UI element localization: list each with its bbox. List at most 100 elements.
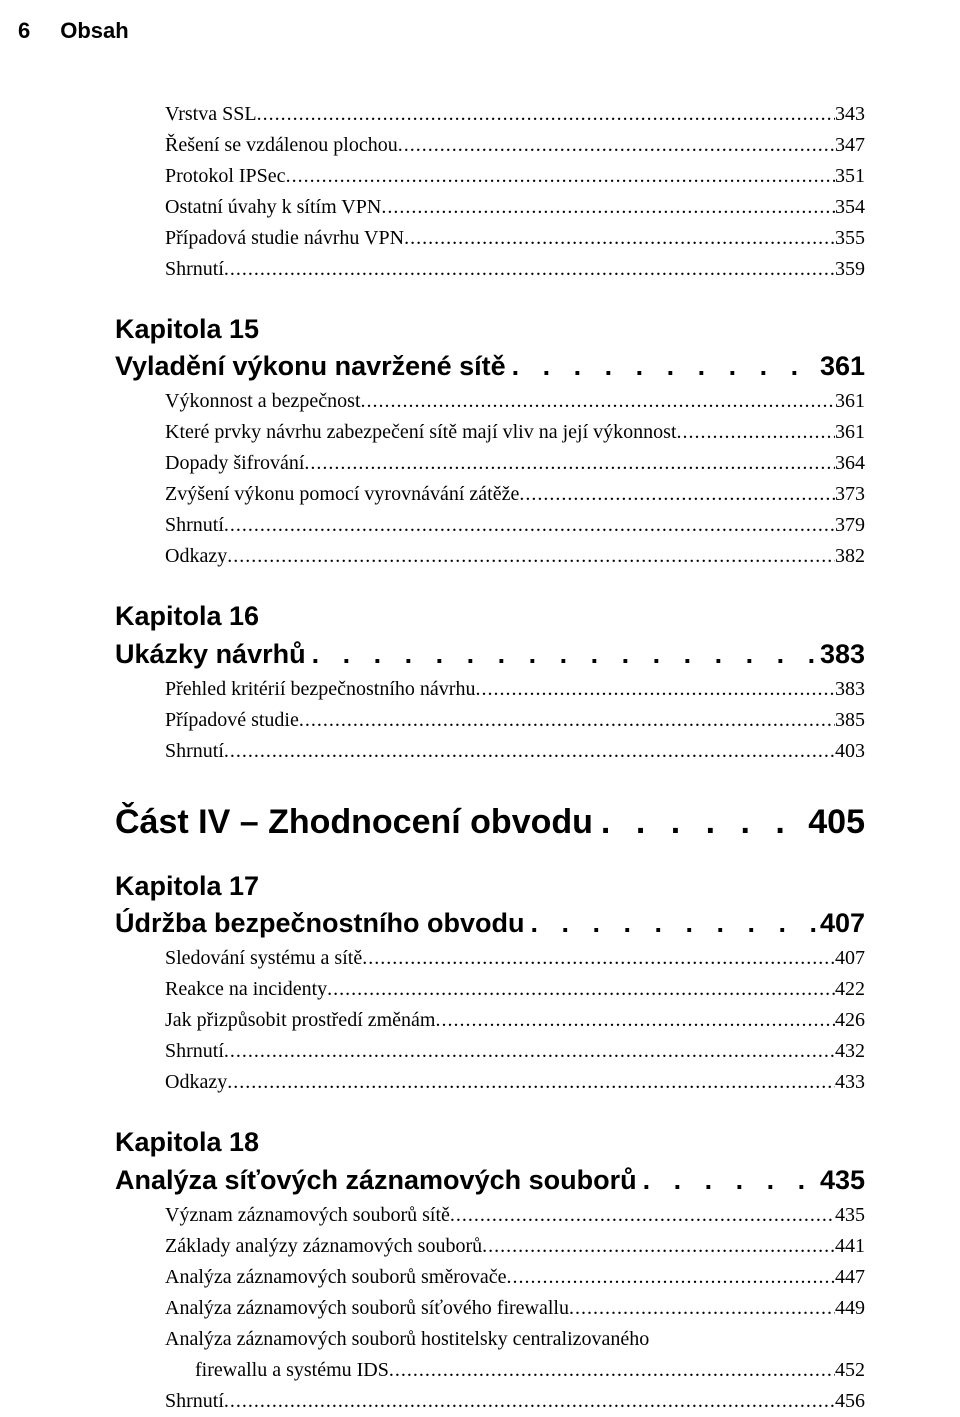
toc-entry: Odkazy433 — [115, 1067, 865, 1098]
toc-entry-label: Jak přizpůsobit prostředí změnám — [165, 1005, 436, 1036]
chapter-18-items: Význam záznamových souborů sítě435Základ… — [115, 1200, 865, 1417]
leader-dots — [677, 417, 835, 448]
chapter-15-items: Výkonnost a bezpečnost361Které prvky náv… — [115, 386, 865, 572]
toc-entry-page: 447 — [835, 1262, 865, 1293]
toc-entry-page: 441 — [835, 1231, 865, 1262]
toc-entry: Ostatní úvahy k sítím VPN354 — [115, 192, 865, 223]
toc-entry: Jak přizpůsobit prostředí změnám426 — [115, 1005, 865, 1036]
toc-entry-label: Případové studie — [165, 705, 299, 736]
leader-dots — [224, 1386, 835, 1417]
toc-entry-page: 432 — [835, 1036, 865, 1067]
leader-dots — [506, 351, 820, 382]
leader-dots — [482, 1231, 835, 1262]
chapter-15-label: Kapitola 15 — [115, 313, 865, 345]
toc-entry-label: Které prvky návrhu zabezpečení sítě mají… — [165, 417, 677, 448]
chapter-17-items: Sledování systému a sítě407Reakce na inc… — [115, 943, 865, 1098]
toc-content: Vrstva SSL343Řešení se vzdálenou plochou… — [0, 44, 960, 1417]
toc-entry-label: firewallu a systému IDS — [195, 1355, 389, 1386]
toc-entry-page: 364 — [835, 448, 865, 479]
chapter-17-title: Údržba bezpečnostního obvodu — [115, 908, 525, 939]
toc-entry: Sledování systému a sítě407 — [115, 943, 865, 974]
toc-entry-label: Shrnutí — [165, 736, 224, 767]
toc-entry-label: Ostatní úvahy k sítím VPN — [165, 192, 381, 223]
toc-entry-page: 355 — [835, 223, 865, 254]
leader-dots — [398, 130, 835, 161]
leader-dots — [519, 479, 835, 510]
chapter-17-label: Kapitola 17 — [115, 870, 865, 902]
chapter-15-page: 361 — [820, 351, 865, 382]
toc-entry-label: Analýza záznamových souborů hostitelsky … — [165, 1324, 649, 1355]
toc-entry-page: 379 — [835, 510, 865, 541]
toc-entry-label: Reakce na incidenty — [165, 974, 327, 1005]
leader-dots — [327, 974, 835, 1005]
leader-dots — [450, 1200, 835, 1231]
toc-entry: Reakce na incidenty 422 — [115, 974, 865, 1005]
chapter-16-page: 383 — [820, 639, 865, 670]
leader-dots — [224, 736, 835, 767]
leader-dots — [507, 1262, 835, 1293]
toc-entry-label: Analýza záznamových souborů směrovače — [165, 1262, 507, 1293]
toc-entry-label: Shrnutí — [165, 510, 224, 541]
toc-entry: Přehled kritérií bezpečnostního návrhu38… — [115, 674, 865, 705]
toc-entry-label: Výkonnost a bezpečnost — [165, 386, 361, 417]
toc-entry-label: Analýza záznamových souborů síťového fir… — [165, 1293, 569, 1324]
toc-entry-label: Dopady šifrování — [165, 448, 304, 479]
toc-entry-label: Shrnutí — [165, 1386, 224, 1417]
leader-dots — [389, 1355, 835, 1386]
toc-entry-page: 373 — [835, 479, 865, 510]
leader-dots — [362, 943, 835, 974]
leader-dots — [381, 192, 835, 223]
chapter-16-items: Přehled kritérií bezpečnostního návrhu38… — [115, 674, 865, 767]
part-4-line: Část IV – Zhodnocení obvodu 405 — [115, 803, 865, 842]
leader-dots — [306, 639, 820, 670]
leader-dots — [475, 674, 835, 705]
leader-dots — [227, 1067, 835, 1098]
part-4-page: 405 — [808, 803, 865, 842]
toc-entry: Dopady šifrování 364 — [115, 448, 865, 479]
leader-dots — [525, 908, 820, 939]
toc-entry: firewallu a systému IDS 452 — [115, 1355, 865, 1386]
toc-entry-page: 359 — [835, 254, 865, 285]
toc-entry: Řešení se vzdálenou plochou347 — [115, 130, 865, 161]
chapter-16-label: Kapitola 16 — [115, 600, 865, 632]
chapter-16-title: Ukázky návrhů — [115, 639, 306, 670]
toc-entry: Analýza záznamových souborů hostitelsky … — [115, 1324, 865, 1355]
leader-dots — [569, 1293, 835, 1324]
toc-entry: Základy analýzy záznamových souborů 441 — [115, 1231, 865, 1262]
toc-entry-label: Případová studie návrhu VPN — [165, 223, 404, 254]
toc-entry-page: 452 — [835, 1355, 865, 1386]
toc-entry-label: Shrnutí — [165, 254, 224, 285]
toc-entry: Shrnutí 432 — [115, 1036, 865, 1067]
chapter-16-title-line: Ukázky návrhů 383 — [115, 639, 865, 670]
toc-entry-page: 403 — [835, 736, 865, 767]
leader-dots — [224, 254, 835, 285]
toc-entry: Význam záznamových souborů sítě435 — [115, 1200, 865, 1231]
toc-entry-label: Zvýšení výkonu pomocí vyrovnávání zátěže — [165, 479, 519, 510]
toc-entry: Analýza záznamových souborů síťového fir… — [115, 1293, 865, 1324]
toc-entry-page: 383 — [835, 674, 865, 705]
leader-dots — [227, 541, 835, 572]
toc-entry: Vrstva SSL343 — [115, 99, 865, 130]
toc-entry-label: Shrnutí — [165, 1036, 224, 1067]
toc-entry: Odkazy382 — [115, 541, 865, 572]
page-header: 6 Obsah — [0, 0, 960, 44]
toc-entry-label: Řešení se vzdálenou plochou — [165, 130, 398, 161]
toc-entry-page: 456 — [835, 1386, 865, 1417]
chapter-15-title: Vyladění výkonu navržené sítě — [115, 351, 506, 382]
toc-entry-page: 449 — [835, 1293, 865, 1324]
toc-entry: Shrnutí 456 — [115, 1386, 865, 1417]
leader-dots — [436, 1005, 836, 1036]
toc-entry: Shrnutí 359 — [115, 254, 865, 285]
chapter-15-title-line: Vyladění výkonu navržené sítě 361 — [115, 351, 865, 382]
leader-dots — [593, 803, 808, 842]
toc-entry: Shrnutí 403 — [115, 736, 865, 767]
toc-entry-label: Odkazy — [165, 541, 227, 572]
toc-entry-label: Základy analýzy záznamových souborů — [165, 1231, 482, 1262]
toc-entry: Případová studie návrhu VPN 355 — [115, 223, 865, 254]
toc-entry-label: Vrstva SSL — [165, 99, 257, 130]
toc-entry-page: 351 — [835, 161, 865, 192]
chapter-18-page: 435 — [820, 1165, 865, 1196]
toc-entry-page: 422 — [835, 974, 865, 1005]
toc-entry-label: Protokol IPSec — [165, 161, 286, 192]
leader-dots — [304, 448, 835, 479]
